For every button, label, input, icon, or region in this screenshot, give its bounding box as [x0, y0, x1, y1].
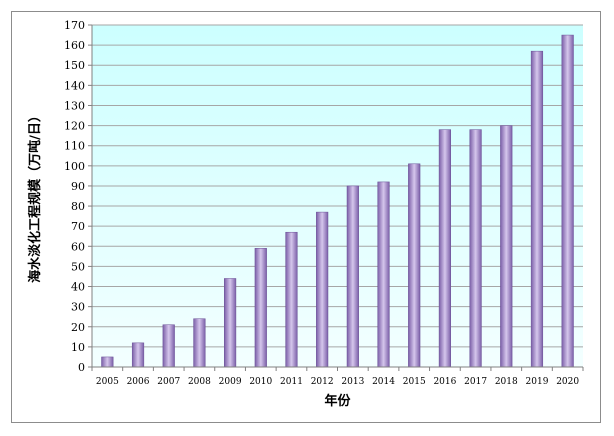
x-tick-label: 2020 — [556, 377, 579, 387]
x-tick-label: 2014 — [372, 377, 395, 387]
x-tick-label: 2008 — [188, 377, 211, 387]
bar — [285, 231, 298, 368]
chart-frame: 0 10 20 30 40 50 60 70 80 90 100 110 120 130 140 150 160… — [11, 11, 601, 423]
y-tick-label: 40 — [71, 281, 85, 294]
y-tick-label: 170 — [64, 19, 85, 32]
y-tick-labels: 0 10 20 30 40 50 60 70 80 90 100 110 120 130 140 150 160… — [64, 19, 85, 374]
x-tick-label: 2013 — [341, 377, 364, 387]
axes — [88, 24, 584, 371]
y-tick-label: 30 — [71, 301, 85, 314]
bar-chart: 0 10 20 30 40 50 60 70 80 90 100 110 120 130 140 150 160… — [27, 19, 584, 409]
bar — [530, 50, 544, 368]
x-tick-label: 2007 — [157, 377, 180, 387]
y-tick-label: 140 — [64, 79, 85, 92]
y-axis-title: 海水淡化工程规模（万吨/日） — [27, 109, 43, 283]
bar — [101, 356, 114, 368]
bar — [377, 181, 390, 368]
y-tick-label: 0 — [78, 361, 85, 374]
x-tick-label: 2005 — [96, 377, 119, 387]
bar — [346, 185, 359, 368]
bar — [561, 34, 574, 368]
y-tick-label: 130 — [64, 99, 85, 112]
y-tick-label: 150 — [64, 59, 85, 72]
y-tick-label: 110 — [64, 140, 85, 153]
x-axis-title: 年份 — [324, 393, 351, 409]
x-tick-label: 2015 — [403, 377, 426, 387]
y-tick-label: 120 — [64, 120, 85, 133]
bar — [131, 342, 145, 368]
y-tick-label: 20 — [71, 321, 85, 334]
y-tick-label: 80 — [71, 200, 85, 213]
x-tick-label: 2018 — [495, 377, 518, 387]
y-tick-label: 10 — [71, 341, 85, 354]
bar — [500, 125, 513, 368]
bar — [193, 318, 206, 368]
x-tick-label: 2011 — [280, 377, 303, 387]
x-tick-label: 2019 — [526, 377, 549, 387]
x-tick-label: 2017 — [464, 377, 487, 387]
y-tick-label: 70 — [71, 220, 85, 233]
bar — [408, 163, 421, 368]
x-tick-label: 2009 — [219, 377, 242, 387]
y-tick-label: 160 — [64, 39, 85, 52]
bar — [469, 129, 482, 368]
bar — [316, 211, 329, 368]
bar — [438, 129, 451, 368]
x-tick-label: 2016 — [433, 377, 456, 387]
bar — [254, 248, 267, 368]
x-tick-label: 2006 — [127, 377, 150, 387]
y-tick-label: 60 — [71, 240, 85, 253]
y-tick-label: 50 — [71, 260, 85, 273]
bars — [101, 34, 574, 368]
y-tick-label: 90 — [71, 180, 85, 193]
y-tick-label: 100 — [64, 160, 85, 173]
x-tick-labels: 2005 2006 2007 2008 2009 2010 2011 2012 2013 2014… — [96, 377, 579, 387]
bar — [162, 324, 175, 368]
x-tick-label: 2010 — [249, 377, 272, 387]
x-tick-label: 2012 — [311, 377, 334, 387]
bar — [224, 278, 237, 368]
